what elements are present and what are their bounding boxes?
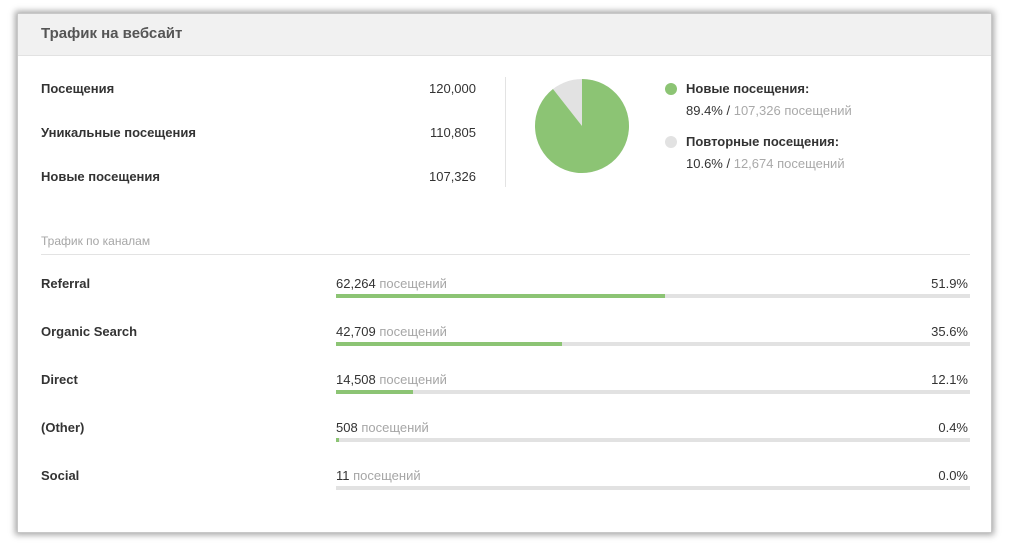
channel-name-organic-search: Organic Search [41,324,138,339]
channels-section-title: Трафик по каналам [41,234,151,248]
legend-title-new: Новые посещения: [686,81,810,96]
section-divider [41,254,970,255]
stat-value-unique-visits: 110,805 [429,125,476,140]
channel-count-value: 42,709 [336,324,376,339]
channel-count-social: 11 посещений [336,468,421,483]
channel-bar-organic-search [336,342,970,346]
stat-label-unique-visits: Уникальные посещения [41,125,196,140]
legend-sub-new: 89.4% / 107,326 посещений [686,103,852,118]
channel-pct-social: 0.0% [938,468,968,483]
channel-bar-social [336,486,970,490]
stat-label-new-visits: Новые посещения [41,169,160,184]
stat-value-new-visits: 107,326 [429,169,476,184]
legend-title-returning: Повторные посещения: [686,134,840,149]
stat-label-visits: Посещения [41,81,115,96]
channel-bar-direct [336,390,970,394]
legend-separator: / [722,156,734,171]
channel-bar-fill [336,390,413,394]
channel-count-unit: посещений [361,420,429,435]
channel-name-other: (Other) [41,420,85,435]
legend-dot-new [665,83,677,95]
channel-pct-other: 0.4% [938,420,968,435]
card-header: Трафик на вебсайт [18,14,991,56]
channel-bar-fill [336,438,339,442]
visits-pie-chart [535,79,629,173]
channel-count-value: 11 [336,468,350,483]
pie-slice-new [535,79,629,173]
channel-pct-organic-search: 35.6% [931,324,968,339]
legend-pct-returning: 10.6% [686,156,723,171]
channel-name-direct: Direct [41,372,78,387]
channel-bar-fill [336,294,666,298]
channel-pct-direct: 12.1% [931,372,968,387]
channel-count-direct: 14,508 посещений [336,372,447,387]
channel-pct-referral: 51.9% [931,276,968,291]
channel-count-unit: посещений [379,372,447,387]
channel-count-value: 14,508 [336,372,376,387]
legend-count-new: 107,326 посещений [733,103,852,118]
legend-count-returning: 12,674 посещений [733,156,845,171]
channel-name-referral: Referral [41,276,91,291]
channel-bar-fill [336,342,562,346]
channel-count-value: 508 [336,420,358,435]
legend-pct-new: 89.4% [686,103,723,118]
channel-count-unit: посещений [379,276,447,291]
channel-count-other: 508 посещений [336,420,429,435]
channel-name-social: Social [41,468,80,483]
stat-value-visits: 120,000 [429,81,476,96]
legend-separator: / [722,103,734,118]
channel-bar-other [336,438,970,442]
legend-dot-returning [665,136,677,148]
channel-count-value: 62,264 [336,276,376,291]
channel-count-organic-search: 42,709 посещений [336,324,447,339]
channel-count-unit: посещений [379,324,447,339]
channel-count-referral: 62,264 посещений [336,276,447,291]
legend-sub-returning: 10.6% / 12,674 посещений [686,156,845,171]
channel-bar-referral [336,294,970,298]
website-traffic-card: Трафик на вебсайт Посещения 120,000 Уник… [17,13,992,533]
vertical-divider [505,77,506,187]
card-title: Трафик на вебсайт [41,25,183,42]
channel-count-unit: посещений [353,468,421,483]
